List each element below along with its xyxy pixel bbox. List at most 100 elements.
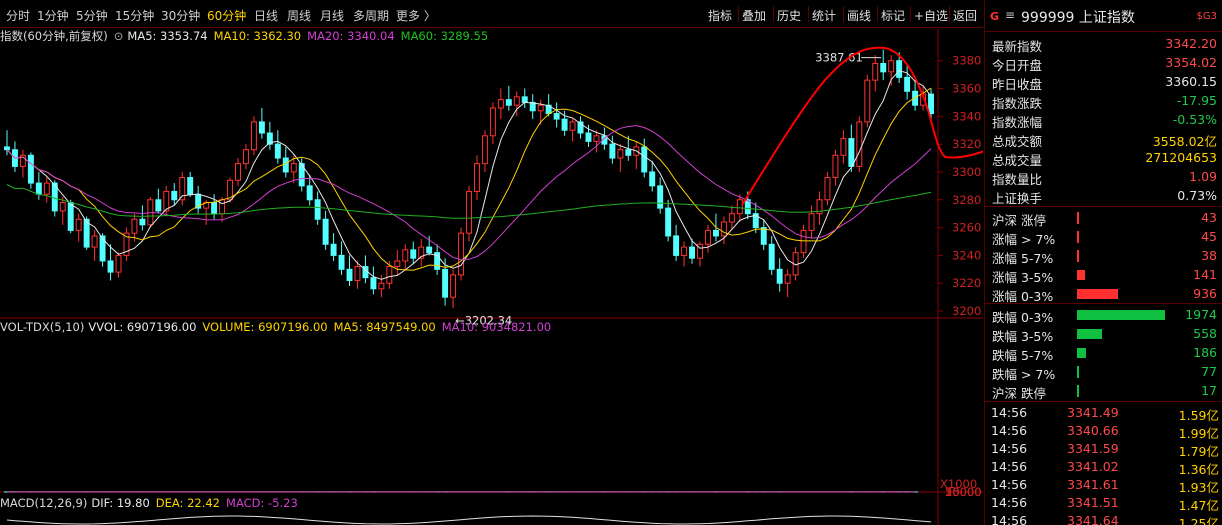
candle-body (27, 154, 34, 184)
ma20-value: MA20: 3340.04 (307, 29, 395, 43)
period-6[interactable]: 日线 (254, 9, 279, 23)
menu-icon[interactable]: ≡ (1005, 8, 1016, 22)
candle-body (314, 199, 321, 220)
candle-body (235, 163, 241, 181)
candle-body (402, 249, 409, 262)
tick-row[interactable]: 14:56 3341.61 1.93亿 (985, 476, 1222, 495)
candle-body (744, 199, 751, 215)
candle-body (434, 252, 441, 270)
volume-axis-label: 5000 (945, 485, 974, 499)
candle-body (776, 268, 783, 284)
period-5[interactable]: 60分钟 (207, 9, 247, 23)
stat-row: 指数涨幅 -0.53% (985, 110, 1222, 130)
candle-body (187, 177, 194, 195)
tick-row[interactable]: 14:56 3341.64 1.25亿 (985, 512, 1222, 525)
period-9[interactable]: 多周期 (353, 9, 390, 23)
candle-body (712, 229, 719, 237)
vol-ma10-value: MA10: 9034821.00 (441, 320, 552, 334)
breadth-up-row-value: 38 (1201, 248, 1217, 263)
breadth-bar (1077, 270, 1085, 280)
breadth-up-row: 沪深 涨停 43 (985, 208, 1222, 228)
kline-chart[interactable]: 3380 3360 3340 3320 3300 3280 3260 3240 3220 3200… (0, 0, 983, 525)
price-axis-label: 3200 (952, 304, 981, 318)
candle-body (338, 254, 345, 270)
breadth-bar (1077, 289, 1119, 299)
candle-body (728, 213, 735, 223)
tick-price: 3341.51 (1067, 495, 1119, 510)
stat-row-value: 3342.20 (1165, 36, 1217, 51)
stat-row-label: 总成交量 (992, 153, 1043, 168)
breadth-up-row: 涨幅 3-5% 141 (985, 265, 1222, 285)
tick-price: 3341.64 (1067, 513, 1119, 525)
toolbar-button-4[interactable]: 画线 (847, 9, 872, 23)
candle-body (458, 232, 465, 276)
candle-body (824, 177, 831, 201)
candle-body (298, 163, 305, 187)
tick-price: 3340.66 (1067, 423, 1119, 438)
volume-axis-label: 10000 (945, 485, 982, 499)
candle-body (848, 138, 855, 167)
low-annotation: ←3202.34 (455, 313, 512, 327)
candle-body (426, 246, 433, 254)
tick-row[interactable]: 14:56 3341.51 1.47亿 (985, 494, 1222, 513)
tick-row[interactable]: 14:56 3341.59 1.79亿 (985, 440, 1222, 459)
ma10-value: MA10: 3362.30 (213, 29, 302, 43)
period-1[interactable]: 1分钟 (37, 9, 69, 23)
period-4[interactable]: 30分钟 (161, 9, 201, 23)
breadth-down-row-value: 186 (1193, 345, 1217, 360)
stat-row: 总成交量 271204653 (985, 148, 1222, 168)
tick-price: 3341.49 (1067, 405, 1119, 420)
stat-row-label: 昨日收盘 (992, 77, 1043, 92)
candle-body (35, 182, 42, 195)
period-2[interactable]: 5分钟 (76, 9, 108, 23)
toolbar-button-5[interactable]: 标记 (881, 9, 906, 23)
ma5-line (6, 70, 932, 280)
volume-axis-label: X1000 (940, 477, 977, 491)
breadth-up-row-label: 沪深 涨停 (992, 213, 1046, 228)
toolbar-button-7[interactable]: 返回 (953, 9, 978, 23)
g3-badge: $G3 (1196, 11, 1217, 22)
candle-body (856, 121, 863, 167)
toolbar-button-0[interactable]: 指标 (708, 9, 733, 23)
candle-body (139, 218, 146, 226)
tick-row[interactable]: 14:56 3341.49 1.59亿 (985, 404, 1222, 423)
g-icon[interactable]: G (990, 10, 1000, 23)
period-8[interactable]: 月线 (320, 9, 345, 23)
candle-body (43, 182, 50, 195)
breadth-down-row: 沪深 跌停 17 (985, 381, 1222, 401)
toolbar-button-2[interactable]: 历史 (777, 9, 802, 23)
candle-body (864, 79, 871, 123)
quote-panel: G ≡ 999999 上证指数 $G3 最新指数 3342.20 今日开盘 3354.… (984, 0, 1222, 525)
toolbar-button-3[interactable]: 统计 (812, 9, 837, 23)
candle-body (529, 101, 536, 112)
breadth-down-row-label: 跌幅 5-7% (992, 348, 1054, 363)
tick-row[interactable]: 14:56 3341.02 1.36亿 (985, 458, 1222, 477)
period-10[interactable]: 更多 〉 (396, 9, 436, 23)
stat-row-label: 今日开盘 (992, 58, 1043, 73)
candle-body (378, 282, 385, 290)
toolbar-button-1[interactable]: 叠加 (742, 9, 767, 23)
toolbar-separator (738, 6, 739, 22)
period-7[interactable]: 周线 (287, 9, 312, 23)
candle-body (928, 93, 934, 115)
price-axis-label: 3240 (952, 248, 981, 262)
candle-body (673, 235, 680, 256)
candle-body (99, 235, 106, 262)
tick-row[interactable]: 14:56 3340.66 1.99亿 (985, 422, 1222, 441)
tick-price: 3341.59 (1067, 441, 1119, 456)
stat-row: 上证换手 0.73% (985, 186, 1222, 206)
dea-value: DEA: 22.42 (155, 496, 221, 510)
stat-row: 昨日收盘 3360.15 (985, 72, 1222, 92)
candle-body (394, 260, 401, 268)
candle-body (705, 229, 711, 245)
stat-row-value: 0.73% (1177, 188, 1217, 203)
settings-icon[interactable]: ⊙ (113, 29, 124, 43)
toolbar-separator (808, 6, 809, 22)
period-0[interactable]: 分时 (6, 9, 31, 23)
period-3[interactable]: 15分钟 (115, 9, 155, 23)
ma5-value: MA5: 3353.74 (127, 29, 208, 43)
stat-row-value: 3558.02亿 (1152, 134, 1217, 149)
toolbar-button-6[interactable]: +自选 (914, 9, 949, 23)
breadth-bar (1077, 348, 1086, 358)
dif-value: DIF: 19.80 (91, 496, 150, 510)
